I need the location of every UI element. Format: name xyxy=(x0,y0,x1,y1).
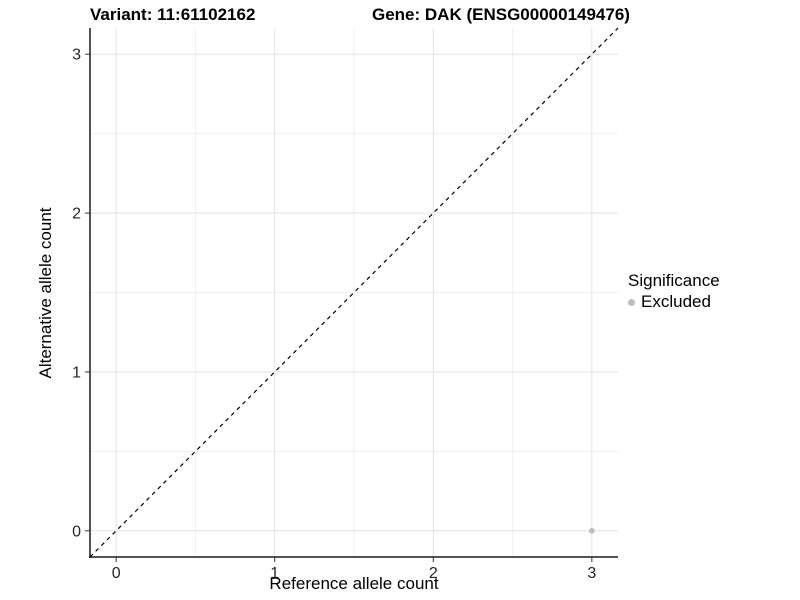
gene-title: Gene: DAK (ENSG00000149476) xyxy=(372,5,630,24)
legend-items: Excluded xyxy=(628,292,720,312)
x-tick-label: 1 xyxy=(270,565,279,582)
x-tick-label: 0 xyxy=(112,565,121,582)
legend-item: Excluded xyxy=(628,292,720,312)
legend-item-label: Excluded xyxy=(641,292,711,311)
legend-point-icon xyxy=(628,298,635,306)
x-tick-label: 2 xyxy=(429,565,438,582)
y-tick-label: 3 xyxy=(72,47,81,64)
y-tick-label: 1 xyxy=(72,364,81,381)
x-axis-title: Reference allele count xyxy=(269,574,439,593)
legend-title: Significance xyxy=(628,271,720,290)
x-tick-label: 3 xyxy=(587,565,596,582)
data-point xyxy=(589,527,595,534)
legend: Significance Excluded xyxy=(628,271,720,312)
y-tick-label: 2 xyxy=(72,206,81,223)
y-axis-title: Alternative allele count xyxy=(36,207,55,379)
variant-title: Variant: 11:61102162 xyxy=(90,5,256,24)
y-tick-label: 0 xyxy=(72,523,81,540)
